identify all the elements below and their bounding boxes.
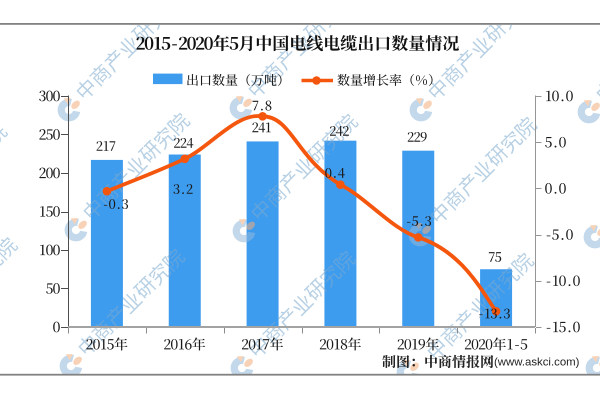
svg-text:(www.askci.com): (www.askci.com) <box>494 357 580 369</box>
